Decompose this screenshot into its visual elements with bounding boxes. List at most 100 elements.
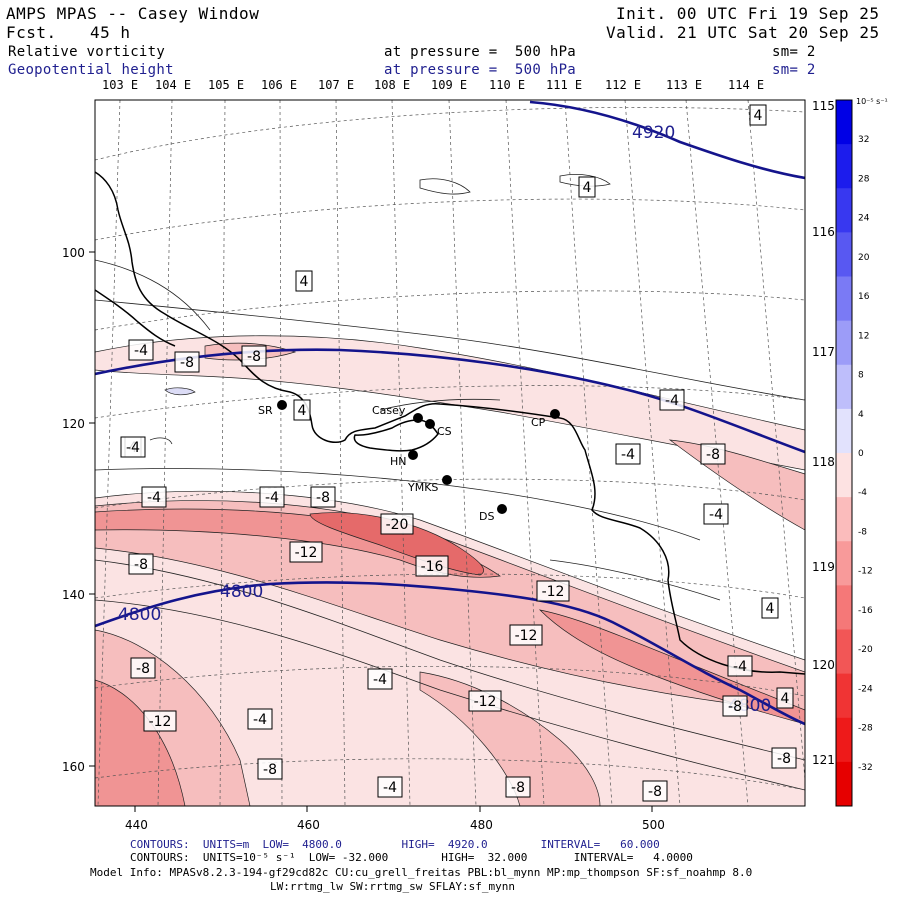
- vorticity-contour-label: -8: [257, 758, 283, 780]
- vorticity-contour-label: -4: [120, 436, 146, 458]
- colorbar: 32 28 24 20 16 12 8 4 0 -4 -8 -12 -16 -20 -24 -28 -32: [835, 99, 873, 807]
- svg-text:-4: -4: [621, 447, 635, 463]
- svg-text:4: 4: [781, 691, 790, 707]
- field1-name: Relative vorticity: [8, 44, 166, 60]
- svg-text:-16: -16: [421, 559, 444, 575]
- height-contour-upper: [95, 348, 805, 454]
- station-cs-marker: [425, 419, 435, 429]
- svg-text:4: 4: [298, 403, 307, 419]
- lon-label: 107 E: [318, 78, 355, 92]
- svg-text:-4: -4: [134, 343, 148, 359]
- vorticity-contour-label: -4: [367, 668, 393, 690]
- svg-text:-4: -4: [253, 712, 267, 728]
- field2-name: Geopotential height: [8, 62, 174, 78]
- colorbar-segment: [836, 276, 852, 322]
- station-ymks-label: YMKS: [407, 481, 438, 494]
- field1-smoothing: sm= 2: [772, 44, 816, 60]
- svg-text:-8: -8: [134, 557, 148, 573]
- lon-label: 111 E: [546, 78, 583, 92]
- height-contour-4800: [95, 581, 805, 726]
- coastline: [95, 171, 805, 675]
- vorticity-contour-label: 4: [749, 104, 767, 126]
- station-casey-label: Casey: [372, 404, 406, 417]
- x-tick-label: 500: [642, 818, 665, 832]
- colorbar-tick-label: 20: [858, 253, 870, 263]
- svg-text:-4: -4: [373, 672, 387, 688]
- colorbar-segment: [836, 320, 852, 366]
- height-contours: [95, 100, 805, 726]
- vorticity-contour-label: 4: [293, 399, 311, 421]
- colorbar-segment: [836, 497, 852, 542]
- colorbar-segment: [836, 100, 852, 145]
- coastline-west: [95, 289, 176, 347]
- station-casey-marker: [413, 413, 423, 423]
- vorticity-contour-label: -8: [722, 695, 748, 717]
- colorbar-frame: [835, 99, 853, 807]
- colorbar-tick-label: 8: [858, 371, 864, 381]
- vorticity-contour-label: -4: [128, 339, 154, 361]
- model-title: AMPS MPAS -- Casey Window: [6, 4, 260, 23]
- svg-text:-8: -8: [706, 447, 720, 463]
- lon-label: 104 E: [155, 78, 192, 92]
- vorticity-contour-label: 4: [295, 270, 313, 292]
- svg-text:4: 4: [300, 274, 309, 290]
- vorticity-contour-label: -4: [659, 389, 685, 411]
- colorbar-segment: [836, 717, 852, 763]
- station-cp-label: CP: [531, 416, 546, 429]
- svg-text:-12: -12: [149, 714, 172, 730]
- colorbar-tick-label: -28: [858, 724, 873, 734]
- vorticity-contour-label: -12: [468, 690, 502, 712]
- colorbar-segment: [836, 629, 852, 675]
- vorticity-contour-info: CONTOURS: UNITS=10⁻⁵ s⁻¹ LOW= -32.000 HI…: [130, 851, 693, 864]
- height-contour-4920: [529, 100, 805, 180]
- colorbar-tick-label: -24: [858, 684, 873, 694]
- y-tick-label: 140: [62, 588, 85, 602]
- station-hn-marker: [408, 450, 418, 460]
- vorticity-contours: [95, 174, 805, 791]
- lon-label: 103 E: [102, 78, 139, 92]
- colorbar-segment: [836, 144, 852, 189]
- colorbar-tick-label: -12: [858, 567, 873, 577]
- colorbar-segment: [836, 673, 852, 719]
- svg-text:4: 4: [766, 601, 775, 617]
- colorbar-tick-label: 16: [858, 292, 870, 302]
- height-label: 4920: [632, 123, 675, 143]
- x-tick-label: 480: [470, 818, 493, 832]
- vorticity-contour-label: -4: [615, 443, 641, 465]
- colorbar-segment: [836, 364, 852, 410]
- lon-label: 109 E: [431, 78, 468, 92]
- vorticity-contour-label: -4: [247, 708, 273, 730]
- vorticity-contour-label: -12: [289, 541, 323, 563]
- lon-label: 110 E: [489, 78, 526, 92]
- svg-text:-4: -4: [665, 393, 679, 409]
- lon-label: 114 E: [728, 78, 765, 92]
- colorbar-segment: [836, 188, 852, 233]
- vorticity-contour-label: -4: [259, 486, 285, 508]
- svg-text:-4: -4: [709, 507, 723, 523]
- height-label: 4800: [118, 605, 161, 625]
- station-hn-label: HN: [390, 455, 407, 468]
- vorticity-band-strong: [95, 508, 501, 578]
- colorbar-segment: [836, 408, 852, 454]
- valid-time: Valid. 21 UTC Sat 20 Sep 25: [606, 23, 880, 42]
- vorticity-positive-patch: [164, 387, 196, 396]
- svg-text:-4: -4: [383, 780, 397, 796]
- vorticity-contour-label: -12: [536, 580, 570, 602]
- colorbar-segment: [836, 585, 852, 630]
- vorticity-contour-label: -8: [700, 443, 726, 465]
- height-contour-info: CONTOURS: UNITS=m LOW= 4800.0 HIGH= 4920…: [130, 838, 660, 851]
- map-frame: [94, 99, 806, 807]
- colorbar-tick-label: 12: [858, 331, 869, 341]
- svg-text:-8: -8: [180, 355, 194, 371]
- model-info: Model Info: MPASv8.2.3-194-gf29cd82c CU:…: [90, 866, 753, 879]
- svg-text:-8: -8: [777, 751, 791, 767]
- latlon-grid: [95, 100, 805, 806]
- vorticity-contour-label: -16: [415, 555, 449, 577]
- y-tick-label: 160: [62, 760, 85, 774]
- svg-text:-8: -8: [511, 780, 525, 796]
- vorticity-contour-label: -4: [377, 776, 403, 798]
- colorbar-tick-label: -8: [858, 527, 867, 537]
- svg-text:-8: -8: [316, 490, 330, 506]
- forecast-hours: 45 h: [90, 23, 131, 42]
